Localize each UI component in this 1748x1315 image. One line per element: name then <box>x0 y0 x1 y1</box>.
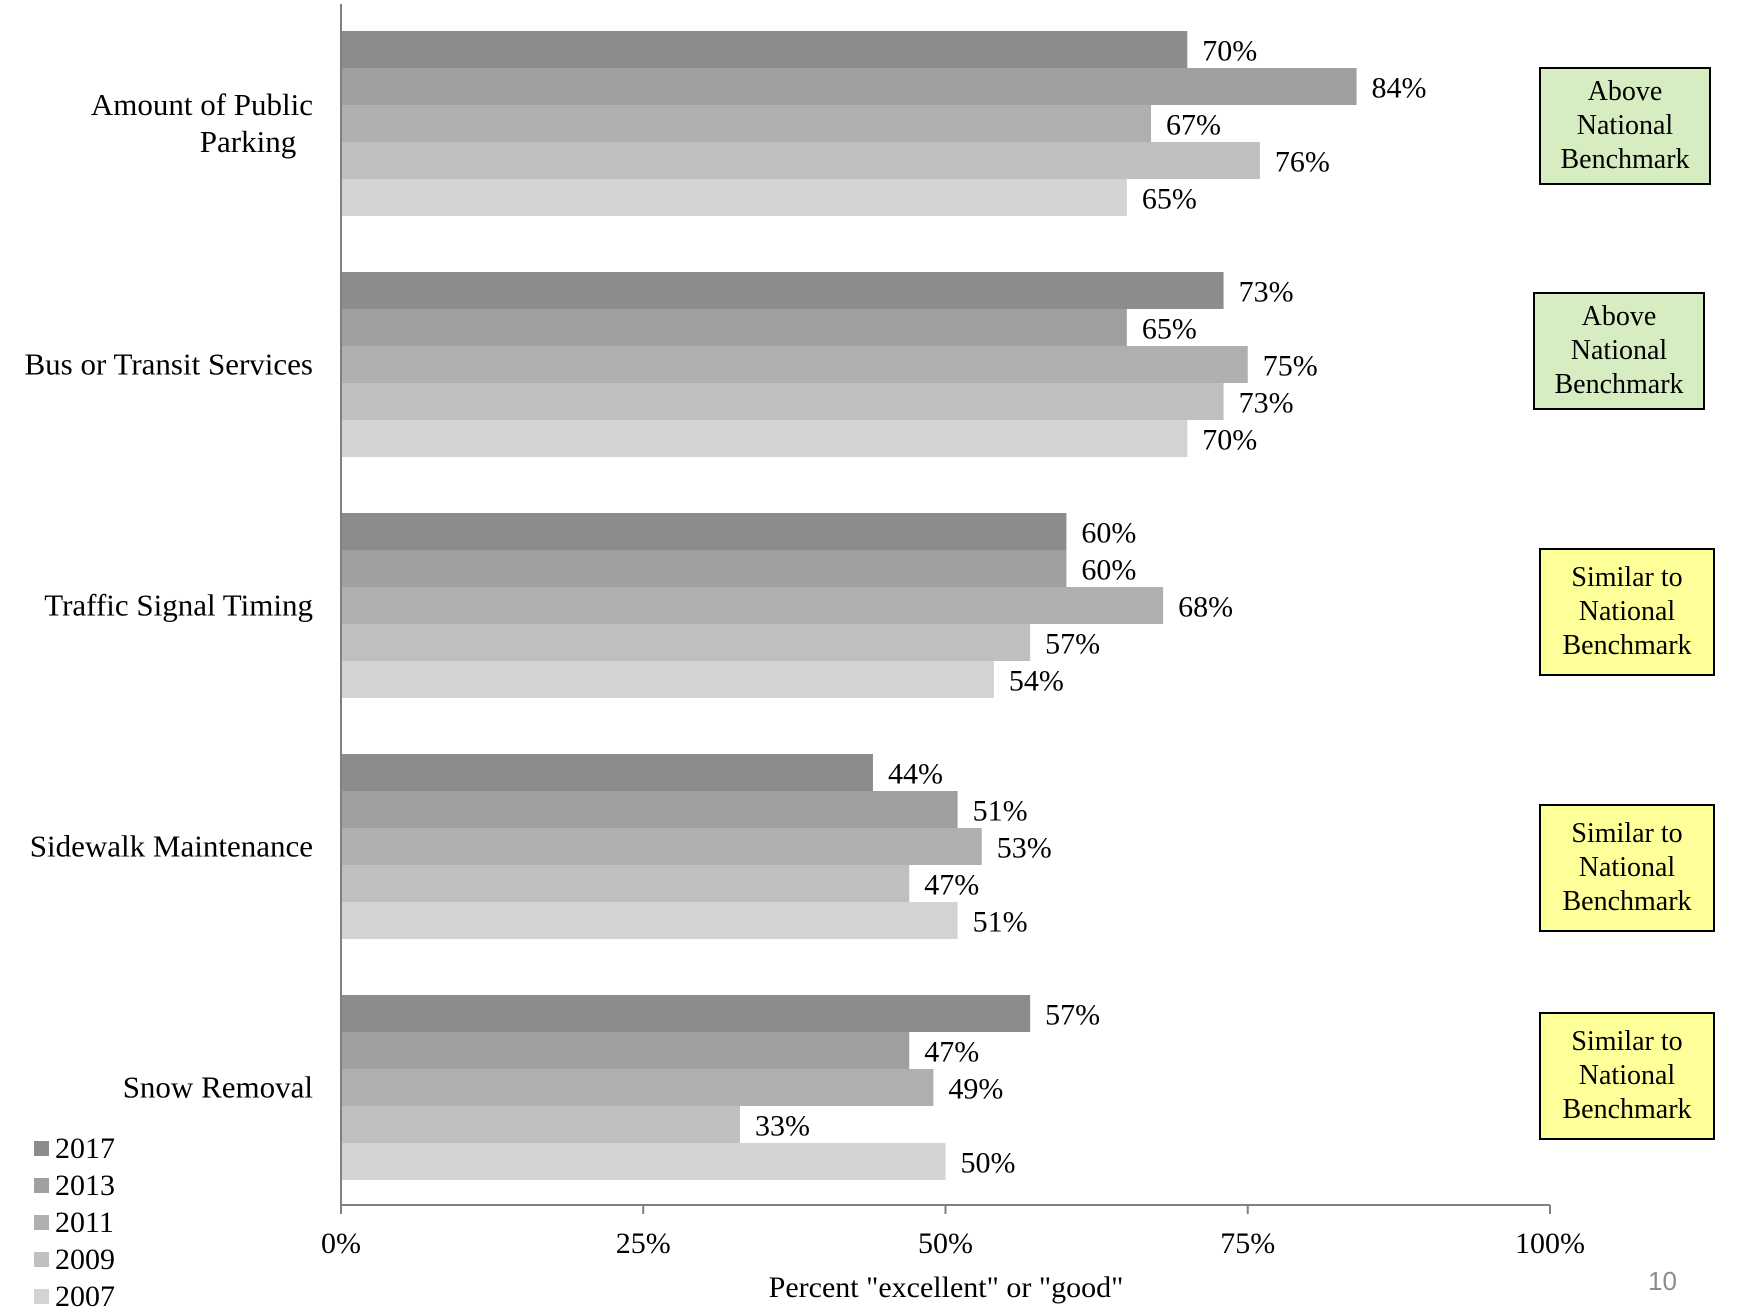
legend-item: 2017 <box>34 1130 115 1167</box>
legend-item: 2009 <box>34 1241 115 1278</box>
x-tick-label: 25% <box>616 1227 671 1260</box>
legend-label: 2007 <box>55 1279 115 1313</box>
x-tick-label: 75% <box>1220 1227 1275 1260</box>
value-label: 75% <box>1263 350 1318 383</box>
bar-2007 <box>341 1143 946 1180</box>
value-label: 70% <box>1202 35 1257 68</box>
x-tick-label: 100% <box>1515 1227 1585 1260</box>
bar-2009 <box>341 1106 740 1143</box>
value-label: 49% <box>948 1073 1003 1106</box>
bar-2009 <box>341 624 1031 661</box>
legend-item: 2013 <box>34 1167 115 1204</box>
category-label: Sidewalk Maintenance <box>30 829 313 864</box>
bar-2013 <box>341 309 1127 346</box>
bar-2007 <box>341 179 1127 216</box>
bar-2017 <box>341 995 1031 1032</box>
bar-2011 <box>341 587 1164 624</box>
value-label: 57% <box>1045 628 1100 661</box>
value-label: 50% <box>961 1147 1016 1180</box>
bar-2017 <box>341 31 1188 68</box>
bar-2009 <box>341 142 1260 179</box>
bar-2007 <box>341 420 1188 457</box>
bar-2011 <box>341 105 1152 142</box>
value-label: 73% <box>1239 276 1294 309</box>
legend-label: 2017 <box>55 1131 115 1165</box>
value-label: 33% <box>755 1110 810 1143</box>
legend-item: 2007 <box>34 1278 115 1315</box>
bar-2017 <box>341 513 1067 550</box>
legend-label: 2011 <box>55 1205 114 1239</box>
value-label: 53% <box>997 832 1052 865</box>
category-label: Bus or Transit Services <box>25 347 314 382</box>
x-tick-label: 0% <box>321 1227 361 1260</box>
legend-swatch <box>34 1215 49 1230</box>
value-label: 51% <box>973 906 1028 939</box>
value-label: 60% <box>1081 554 1136 587</box>
value-label: 54% <box>1009 665 1064 698</box>
legend-label: 2013 <box>55 1168 115 1202</box>
bar-2011 <box>341 346 1248 383</box>
bar-2013 <box>341 68 1357 105</box>
value-label: 68% <box>1178 591 1233 624</box>
value-label: 76% <box>1275 146 1330 179</box>
legend-label: 2009 <box>55 1242 115 1276</box>
bar-2007 <box>341 902 958 939</box>
value-label: 84% <box>1372 72 1427 105</box>
legend-item: 2011 <box>34 1204 115 1241</box>
value-label: 73% <box>1239 387 1294 420</box>
bar-2013 <box>341 791 958 828</box>
value-label: 44% <box>888 758 943 791</box>
bar-2007 <box>341 661 994 698</box>
legend-swatch <box>34 1141 49 1156</box>
value-label: 47% <box>924 1036 979 1069</box>
bar-2009 <box>341 383 1224 420</box>
bar-2009 <box>341 865 910 902</box>
value-label: 57% <box>1045 999 1100 1032</box>
value-label: 70% <box>1202 424 1257 457</box>
value-label: 65% <box>1142 183 1197 216</box>
benchmark-badge: Similar to National Benchmark <box>1539 1012 1715 1140</box>
bar-2013 <box>341 550 1067 587</box>
value-label: 47% <box>924 869 979 902</box>
category-label: Traffic Signal Timing <box>44 588 313 623</box>
page-number: 10 <box>1648 1266 1677 1296</box>
bar-2017 <box>341 272 1224 309</box>
legend-swatch <box>34 1289 49 1304</box>
category-label: Amount of Public Parking <box>91 87 313 159</box>
category-label: Snow Removal <box>123 1070 313 1105</box>
value-label: 51% <box>973 795 1028 828</box>
value-label: 60% <box>1081 517 1136 550</box>
x-tick-label: 50% <box>918 1227 973 1260</box>
benchmark-badge: Above National Benchmark <box>1539 67 1711 185</box>
x-axis-title: Percent "excellent" or "good" <box>769 1271 1124 1304</box>
benchmark-badge: Above National Benchmark <box>1533 292 1705 410</box>
bar-2013 <box>341 1032 910 1069</box>
legend-swatch <box>34 1252 49 1267</box>
value-label: 65% <box>1142 313 1197 346</box>
bar-2017 <box>341 754 873 791</box>
benchmark-badge: Similar to National Benchmark <box>1539 804 1715 932</box>
value-label: 67% <box>1166 109 1221 142</box>
bar-2011 <box>341 1069 934 1106</box>
legend-swatch <box>34 1178 49 1193</box>
chart-legend: 2017 2013 2011 2009 2007 <box>34 1130 115 1315</box>
benchmark-badge: Similar to National Benchmark <box>1539 548 1715 676</box>
bar-2011 <box>341 828 982 865</box>
